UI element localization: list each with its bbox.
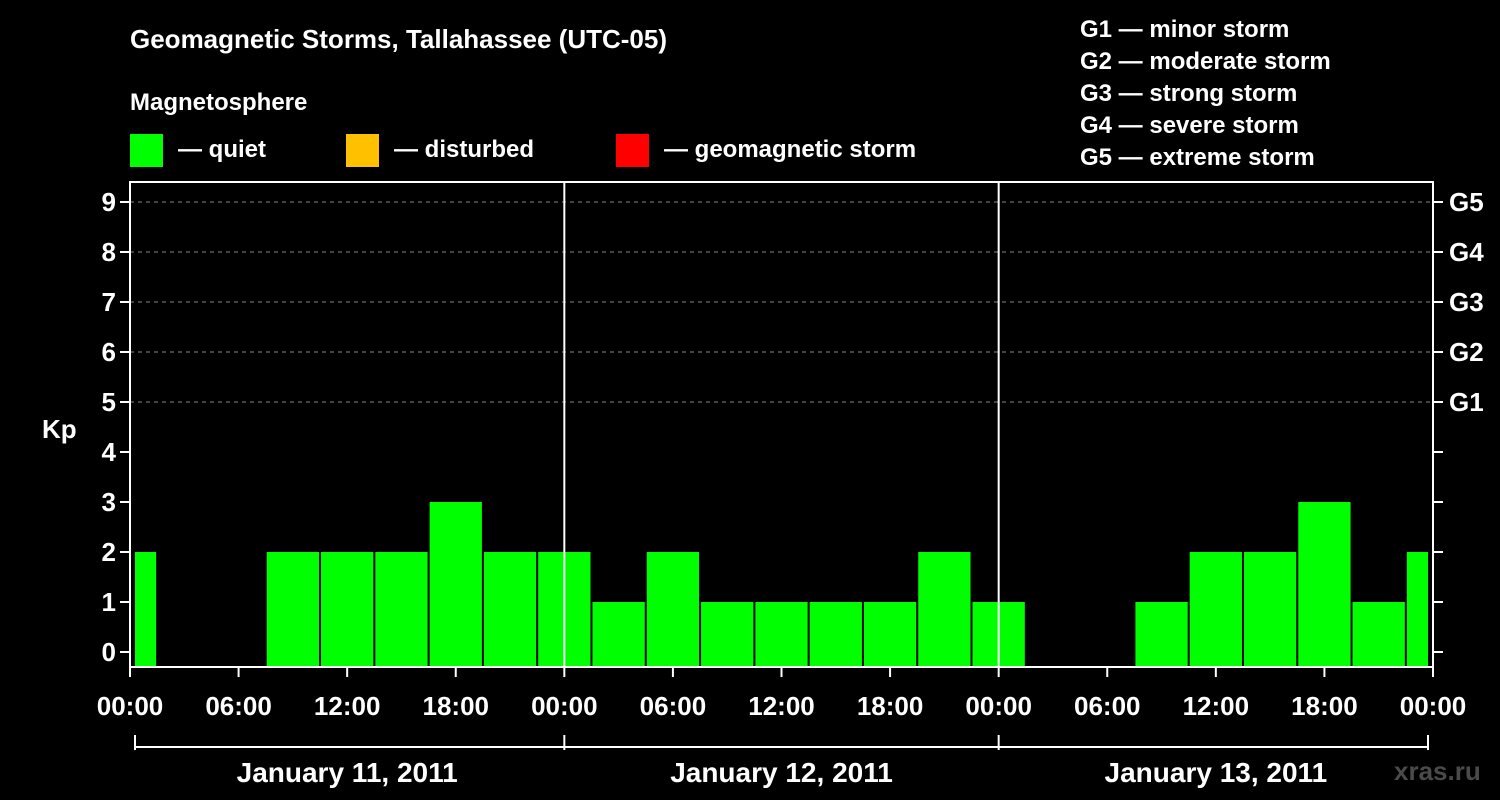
kp-bar	[1243, 552, 1297, 667]
storm-scale-item: G1 — minor storm	[1080, 16, 1289, 43]
legend: — quiet — disturbed — geomagnetic storm	[130, 134, 916, 167]
legend-label: — geomagnetic storm	[664, 136, 916, 163]
x-axis: 00:00 06:00 12:00 18:00 00:00 06:00 12:00 18:00…	[97, 667, 1467, 721]
grid	[130, 201, 1433, 403]
y-tick-label: 3	[102, 487, 116, 517]
watermark: xras.ru	[1394, 756, 1481, 786]
kp-bar	[701, 602, 754, 667]
right-tick-label: G1	[1449, 387, 1484, 417]
kp-bar	[863, 602, 917, 667]
legend-label: — quiet	[178, 136, 266, 163]
storm-scale-item: G2 — moderate storm	[1080, 48, 1331, 75]
storm-scale-item: G3 — strong storm	[1080, 80, 1297, 107]
y-tick-label: 6	[102, 337, 116, 367]
y-tick-label: 5	[102, 387, 116, 417]
kp-bar	[321, 552, 374, 667]
y-axis: 0 1 2 3 4 5 6 7 8 9	[102, 187, 130, 667]
kp-bar	[755, 602, 808, 667]
kp-bar	[483, 552, 537, 667]
y-tick-label: 7	[102, 287, 116, 317]
day-labels: January 11, 2011 January 12, 2011 January …	[134, 735, 1429, 788]
kp-bar	[1406, 552, 1428, 667]
bars	[135, 502, 1428, 667]
legend-label: — disturbed	[394, 136, 534, 163]
kp-bar	[1352, 602, 1405, 667]
y-tick-label: 2	[102, 537, 116, 567]
x-tick-label: 00:00	[965, 691, 1032, 721]
legend-heading: Magnetosphere	[130, 89, 307, 116]
x-tick-label: 00:00	[97, 691, 164, 721]
x-tick-label: 18:00	[857, 691, 924, 721]
storm-scale-item: G5 — extreme storm	[1080, 144, 1315, 171]
chart-title: Geomagnetic Storms, Tallahassee (UTC-05)	[130, 24, 667, 54]
x-tick-label: 18:00	[423, 691, 490, 721]
storm-scale-item: G4 — severe storm	[1080, 112, 1299, 139]
x-tick-label: 00:00	[1400, 691, 1467, 721]
kp-bar	[646, 552, 700, 667]
kp-bar	[1135, 602, 1188, 667]
kp-bar	[429, 502, 482, 667]
y-tick-label: 8	[102, 237, 116, 267]
kp-bar	[809, 602, 862, 667]
y-tick-label: 9	[102, 187, 116, 217]
storm-scale: G1 — minor storm G2 — moderate storm G3 — …	[1080, 16, 1331, 171]
x-tick-label: 06:00	[205, 691, 272, 721]
x-tick-label: 06:00	[640, 691, 707, 721]
kp-bar	[375, 552, 428, 667]
y-tick-label: 1	[102, 587, 116, 617]
legend-swatch	[616, 134, 649, 167]
kp-bar	[135, 552, 157, 667]
legend-swatch	[346, 134, 379, 167]
y-tick-label: 4	[102, 437, 117, 467]
right-axis: G1 G2 G3 G4 G5	[1433, 187, 1484, 653]
kp-bar	[1189, 552, 1242, 667]
x-tick-label: 12:00	[1183, 691, 1250, 721]
x-tick-label: 06:00	[1074, 691, 1141, 721]
kp-bar	[918, 552, 971, 667]
x-tick-label: 12:00	[748, 691, 815, 721]
right-tick-label: G5	[1449, 187, 1484, 217]
day-label: January 11, 2011	[237, 757, 458, 788]
right-tick-label: G3	[1449, 287, 1484, 317]
right-tick-label: G4	[1449, 237, 1484, 267]
legend-swatch	[130, 134, 163, 167]
y-axis-label: Kp	[42, 414, 77, 444]
day-label: January 12, 2011	[670, 757, 893, 788]
right-tick-label: G2	[1449, 337, 1484, 367]
x-tick-label: 18:00	[1291, 691, 1358, 721]
kp-bar	[266, 552, 320, 667]
y-tick-label: 0	[102, 637, 116, 667]
kp-bar	[1298, 502, 1351, 667]
kp-bar	[592, 602, 645, 667]
x-tick-label: 00:00	[531, 691, 598, 721]
x-tick-label: 12:00	[314, 691, 381, 721]
day-label: January 13, 2011	[1105, 757, 1328, 788]
